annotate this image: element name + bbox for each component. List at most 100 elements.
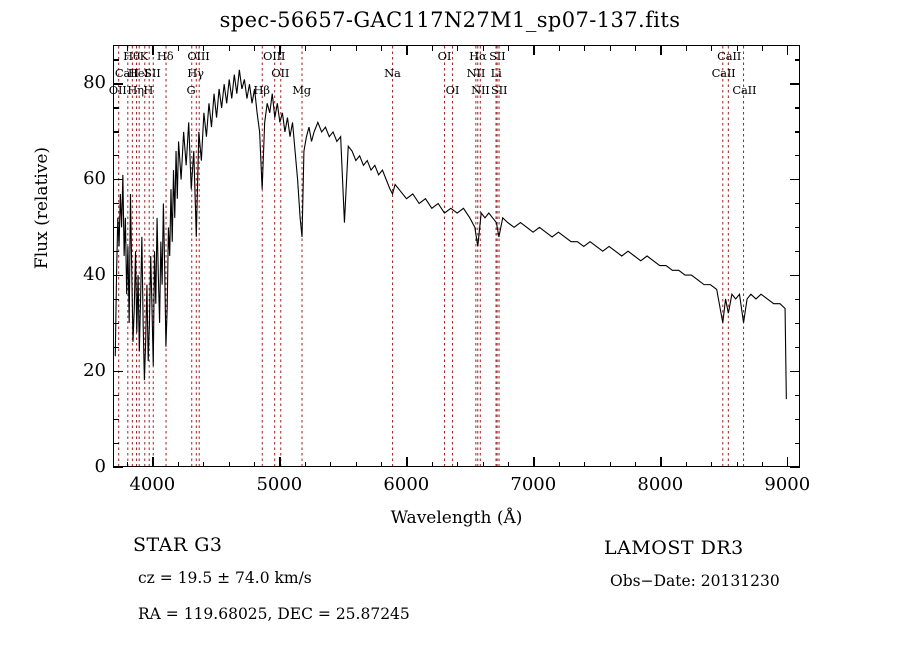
footer-survey: LAMOST DR3 [604,537,744,559]
y-tick-label: 40 [83,264,106,286]
x-tick-top [558,45,560,51]
y-tick-minor [113,395,119,397]
y-tick-minor [113,59,119,61]
line-label-NII-6548: NII [466,66,486,80]
line-label-OIII-4959: OIII [263,49,286,63]
x-tick-top [736,45,738,51]
y-tick-label: 20 [83,360,106,382]
line-label-OI-6363: OI [445,83,460,97]
y-tick-major [113,467,123,469]
line-label-H-4101: Hδ [156,49,174,63]
x-tick-label: 4000 [129,474,176,495]
y-axis-title: Flux (relative) [32,146,52,270]
y-tick-right [790,467,800,469]
line-label-H-4340: Hγ [187,66,204,80]
x-tick-minor [711,461,713,467]
x-tick-top [304,45,306,51]
line-marker-layer [114,46,799,466]
x-tick-minor [685,461,687,467]
x-tick-minor [609,461,611,467]
x-tick-top [685,45,687,51]
line-label-G-4304: G [186,83,196,97]
x-tick-top [457,45,459,51]
y-tick-minor [113,347,119,349]
x-tick-top [584,45,586,51]
footer-coordinates: RA = 119.68025, DEC = 25.87245 [138,605,410,623]
y-tick-minor [113,131,119,133]
y-tick-right [794,251,800,253]
page-title: spec-56657-GAC117N27M1_sp07-137.fits [219,8,681,32]
y-tick-label: 60 [83,168,106,190]
y-tick-minor [113,323,119,325]
x-tick-minor [203,461,205,467]
y-tick-major [113,371,123,373]
x-tick-top [203,45,205,51]
x-tick-minor [431,461,433,467]
line-label-SII-4000: SII [144,66,161,80]
y-tick-minor [113,299,119,301]
x-axis-title: Wavelength (Å) [390,508,523,528]
y-tick-right [790,83,800,85]
line-label-Mg-5175: Mg [292,83,311,97]
line-label-CaII-8662: CaII [732,83,757,97]
x-tick-top [380,45,383,51]
x-tick-top [660,45,662,55]
x-tick-top [533,45,535,55]
x-tick-major [152,457,154,467]
y-tick-right [790,275,800,277]
y-tick-minor [113,107,119,109]
y-tick-right [794,323,800,325]
y-tick-minor [113,227,119,229]
x-tick-top [761,45,764,51]
x-tick-minor [330,461,332,467]
x-tick-top [634,45,637,51]
spectrum-curve [114,46,799,466]
line-label-H-3968: H [143,83,154,97]
x-tick-top [279,45,281,55]
x-tick-top [609,45,611,51]
x-tick-top [482,45,484,51]
x-tick-label: 6000 [383,474,430,495]
line-label-OI-6300: OI [437,49,452,63]
x-tick-top [126,45,129,51]
x-tick-minor [177,461,179,467]
y-tick-minor [113,155,119,157]
line-label-HeI-3889: HeI [127,66,149,80]
x-tick-label: 7000 [510,474,557,495]
x-tick-minor [228,461,230,467]
line-label-CaII-3799: CaII [114,66,139,80]
y-tick-right [794,395,800,397]
y-tick-right [794,419,800,421]
y-tick-right [794,203,800,205]
y-tick-major [113,83,123,85]
x-tick-major [279,457,281,467]
y-tick-minor [113,203,119,205]
x-tick-major [533,457,535,467]
line-label-CaII-8542: CaII [717,49,742,63]
line-label-NII-6583: NII [471,83,490,97]
line-label-Li-6707: Li [490,66,502,80]
y-tick-minor [113,251,119,253]
x-tick-top [787,45,789,55]
x-tick-minor [558,461,560,467]
x-tick-minor [457,461,459,467]
y-tick-right [794,155,800,157]
line-label-H-4861: Hβ [253,83,270,97]
line-label-CaII-8498: CaII [711,66,736,80]
y-tick-right [790,179,800,181]
footer-redshift: cz = 19.5 ± 74.0 km/s [138,569,312,587]
x-tick-minor [507,461,510,467]
line-label-OIII-4363: OIII [187,49,210,63]
y-tick-right [794,347,800,349]
line-label-Na-5890: Na [384,66,401,80]
y-tick-label: 80 [83,72,106,94]
x-tick-top [152,45,154,55]
x-tick-major [660,457,662,467]
x-tick-major [787,457,789,467]
x-tick-label: 5000 [256,474,303,495]
y-tick-right [794,227,800,229]
y-tick-right [794,443,800,445]
y-tick-label: 0 [94,456,106,477]
line-label-K-3933: K [139,49,149,63]
